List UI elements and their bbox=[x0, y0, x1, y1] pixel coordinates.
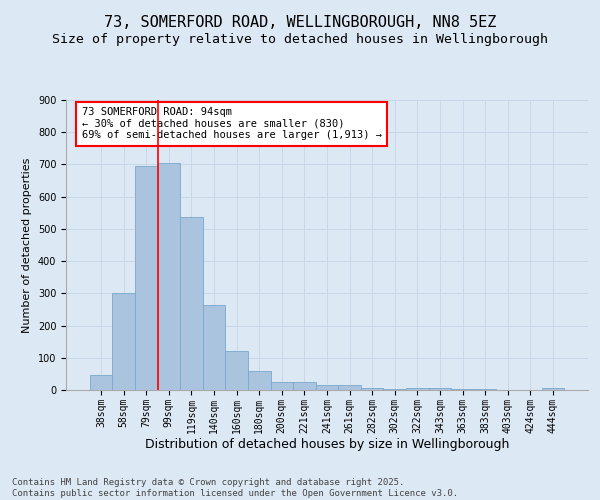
Bar bbox=[158, 162, 180, 390]
Bar bbox=[293, 382, 316, 390]
Y-axis label: Number of detached properties: Number of detached properties bbox=[22, 158, 32, 332]
Bar bbox=[406, 388, 428, 390]
Bar bbox=[112, 294, 135, 390]
Bar bbox=[90, 375, 112, 390]
Bar bbox=[542, 388, 564, 390]
Text: Size of property relative to detached houses in Wellingborough: Size of property relative to detached ho… bbox=[52, 32, 548, 46]
Bar bbox=[428, 388, 451, 390]
Bar bbox=[338, 384, 361, 390]
Bar bbox=[361, 388, 383, 390]
Bar bbox=[203, 306, 226, 390]
Text: 73, SOMERFORD ROAD, WELLINGBOROUGH, NN8 5EZ: 73, SOMERFORD ROAD, WELLINGBOROUGH, NN8 … bbox=[104, 15, 496, 30]
Bar bbox=[135, 166, 158, 390]
Text: Contains HM Land Registry data © Crown copyright and database right 2025.
Contai: Contains HM Land Registry data © Crown c… bbox=[12, 478, 458, 498]
Bar bbox=[271, 382, 293, 390]
Text: 73 SOMERFORD ROAD: 94sqm
← 30% of detached houses are smaller (830)
69% of semi-: 73 SOMERFORD ROAD: 94sqm ← 30% of detach… bbox=[82, 108, 382, 140]
Bar bbox=[180, 217, 203, 390]
Bar bbox=[383, 389, 406, 390]
Bar bbox=[226, 351, 248, 390]
Bar bbox=[316, 385, 338, 390]
Bar bbox=[248, 371, 271, 390]
X-axis label: Distribution of detached houses by size in Wellingborough: Distribution of detached houses by size … bbox=[145, 438, 509, 452]
